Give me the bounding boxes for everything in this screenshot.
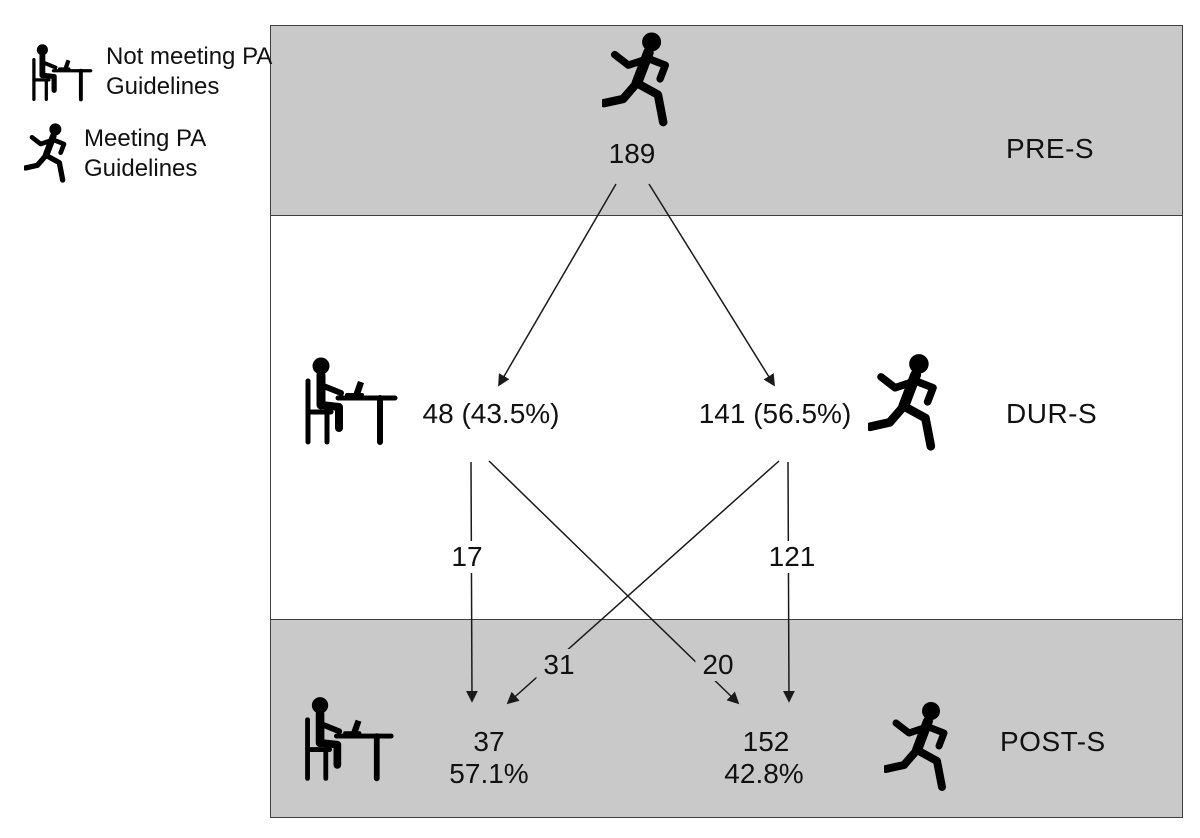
legend-item-meeting: Meeting PA Guidelines bbox=[24, 122, 234, 186]
running-icon bbox=[884, 700, 956, 796]
post-not-meeting-percent: 57.1% bbox=[449, 758, 529, 789]
flow-count-121: 121 bbox=[761, 541, 823, 574]
dur-not-meeting-count: 48 (43.5%) bbox=[422, 398, 560, 429]
stage-label-pre-s: PRE-S bbox=[1006, 133, 1095, 164]
post-not-meeting-count: 37 bbox=[473, 726, 505, 757]
stage-label-dur-s: DUR-S bbox=[1006, 398, 1098, 429]
legend-item-not-meeting: Not meeting PA Guidelines bbox=[26, 42, 286, 102]
post-meeting-percent: 42.8% bbox=[724, 758, 804, 789]
flow-count-31: 31 bbox=[536, 649, 582, 682]
running-icon bbox=[602, 30, 678, 132]
sitting-desk-icon bbox=[296, 692, 396, 784]
stage-label-post-s: POST-S bbox=[1000, 726, 1106, 757]
legend-label-not-meeting: Not meeting PA Guidelines bbox=[106, 43, 271, 100]
running-icon bbox=[868, 352, 946, 456]
band-pre-s bbox=[271, 26, 1182, 216]
sitting-desk-icon bbox=[26, 42, 94, 102]
dur-meeting-count: 141 (56.5%) bbox=[698, 398, 852, 429]
post-meeting-count: 152 bbox=[742, 726, 790, 757]
pre-total-count: 189 bbox=[608, 138, 656, 169]
legend-label-meeting: Meeting PA Guidelines bbox=[84, 125, 205, 182]
flow-count-20: 20 bbox=[695, 649, 741, 682]
flow-count-17: 17 bbox=[444, 541, 490, 574]
sitting-desk-icon bbox=[296, 352, 400, 448]
running-icon bbox=[24, 122, 72, 186]
